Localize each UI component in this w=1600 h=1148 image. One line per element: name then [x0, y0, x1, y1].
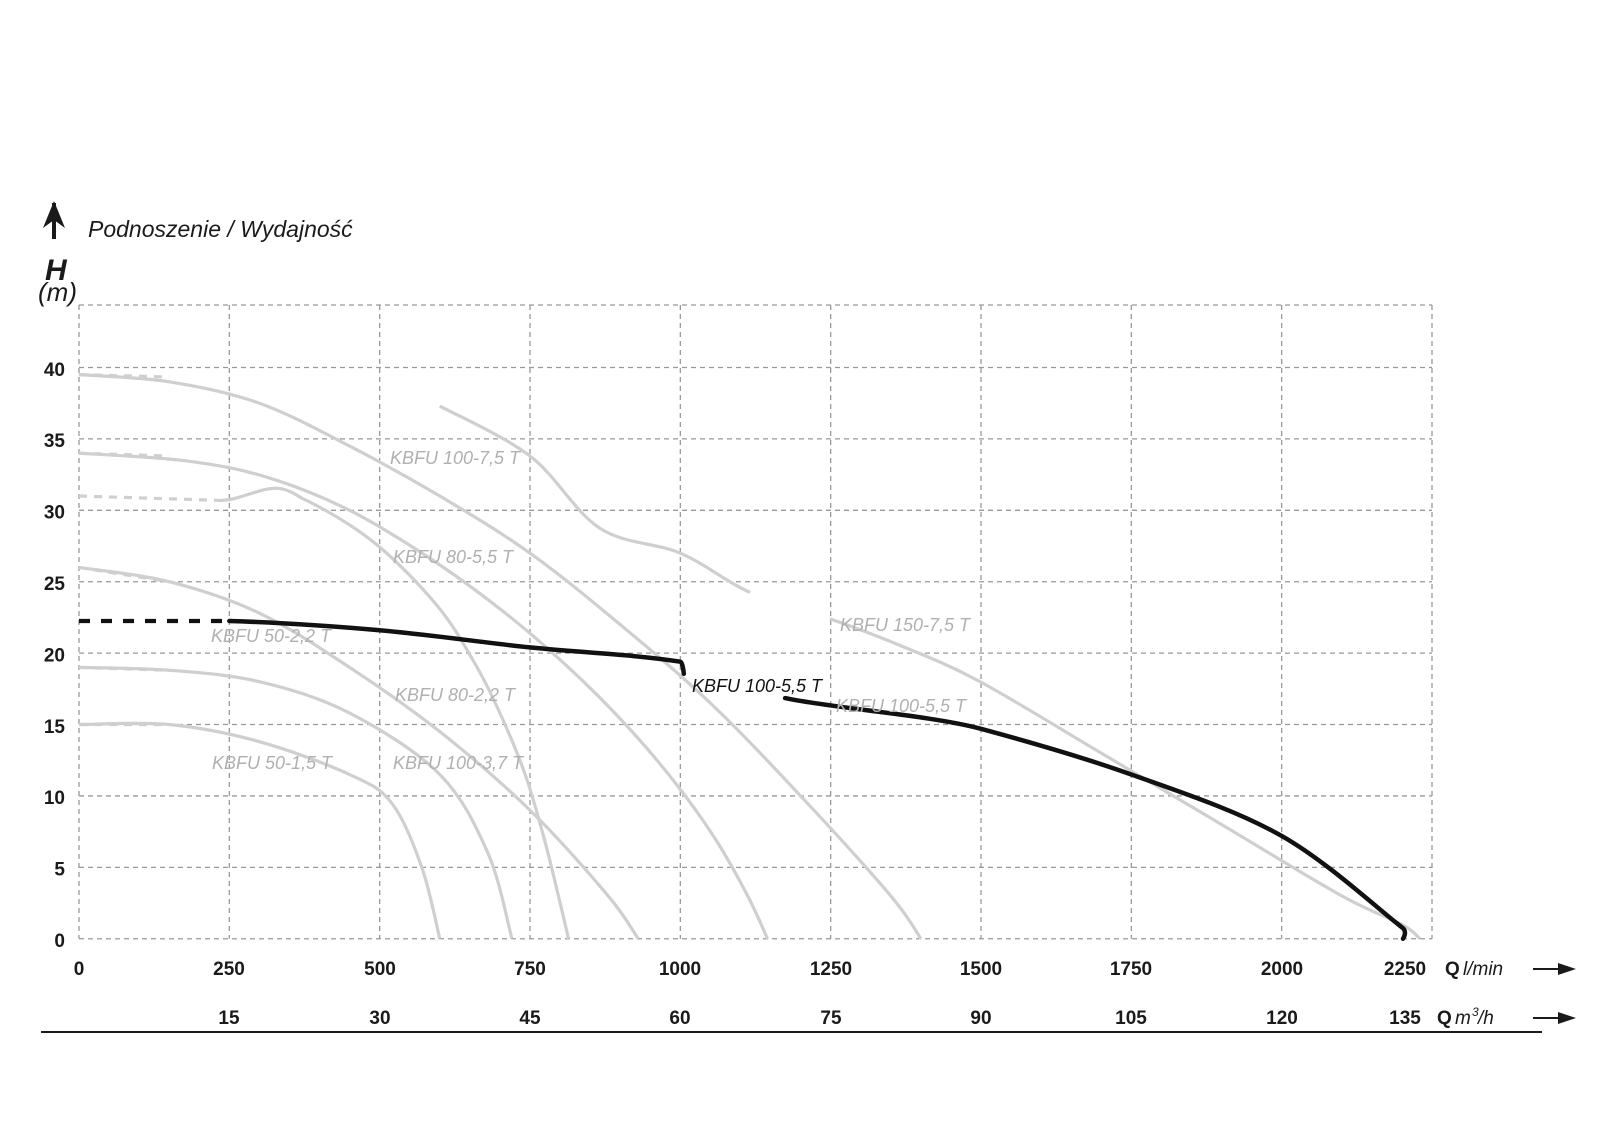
- svg-text:2000: 2000: [1261, 959, 1303, 980]
- svg-text:l/min: l/min: [1463, 959, 1503, 980]
- svg-text:KBFU 100-7,5 T: KBFU 100-7,5 T: [390, 448, 522, 468]
- svg-text:1000: 1000: [659, 959, 701, 980]
- svg-text:KBFU 150-7,5 T: KBFU 150-7,5 T: [840, 615, 972, 635]
- svg-text:1250: 1250: [810, 959, 852, 980]
- svg-text:2250: 2250: [1384, 959, 1426, 980]
- svg-text:KBFU 50-1,5 T: KBFU 50-1,5 T: [212, 753, 334, 773]
- svg-text:Podnoszenie / Wydajność: Podnoszenie / Wydajność: [88, 216, 353, 242]
- svg-text:120: 120: [1266, 1008, 1298, 1029]
- svg-text:m: m: [1455, 1008, 1471, 1029]
- svg-text:90: 90: [970, 1008, 991, 1029]
- svg-text:45: 45: [519, 1008, 541, 1029]
- svg-text:10: 10: [44, 788, 65, 809]
- svg-text:105: 105: [1115, 1008, 1147, 1029]
- svg-text:KBFU 100-3,7 T: KBFU 100-3,7 T: [393, 753, 525, 773]
- svg-text:750: 750: [514, 959, 546, 980]
- svg-text:KBFU 80-5,5 T: KBFU 80-5,5 T: [393, 547, 515, 567]
- svg-text:60: 60: [669, 1008, 690, 1029]
- svg-text:250: 250: [213, 959, 245, 980]
- svg-text:40: 40: [44, 360, 65, 381]
- svg-text:KBFU 50-2,2 T: KBFU 50-2,2 T: [211, 626, 333, 646]
- svg-text:0: 0: [54, 931, 65, 952]
- svg-text:20: 20: [44, 646, 65, 667]
- svg-text:1750: 1750: [1110, 959, 1152, 980]
- svg-text:KBFU 80-2,2 T: KBFU 80-2,2 T: [395, 685, 517, 705]
- svg-text:KBFU 100-5,5 T: KBFU 100-5,5 T: [692, 676, 824, 696]
- svg-text:1500: 1500: [960, 959, 1002, 980]
- svg-text:5: 5: [54, 860, 65, 881]
- svg-text:75: 75: [820, 1008, 842, 1029]
- svg-text:15: 15: [218, 1008, 240, 1029]
- svg-text:(m): (m): [38, 277, 77, 307]
- svg-text:30: 30: [44, 503, 65, 524]
- svg-text:KBFU 100-5,5 T: KBFU 100-5,5 T: [836, 696, 968, 716]
- svg-text:/h: /h: [1476, 1008, 1494, 1029]
- svg-text:500: 500: [364, 959, 396, 980]
- svg-text:30: 30: [369, 1008, 390, 1029]
- svg-text:25: 25: [44, 574, 66, 595]
- svg-text:Q: Q: [1445, 959, 1460, 980]
- svg-text:15: 15: [44, 717, 66, 738]
- svg-text:Q: Q: [1437, 1008, 1452, 1029]
- svg-text:0: 0: [74, 959, 85, 980]
- svg-text:35: 35: [44, 431, 66, 452]
- svg-text:135: 135: [1389, 1008, 1421, 1029]
